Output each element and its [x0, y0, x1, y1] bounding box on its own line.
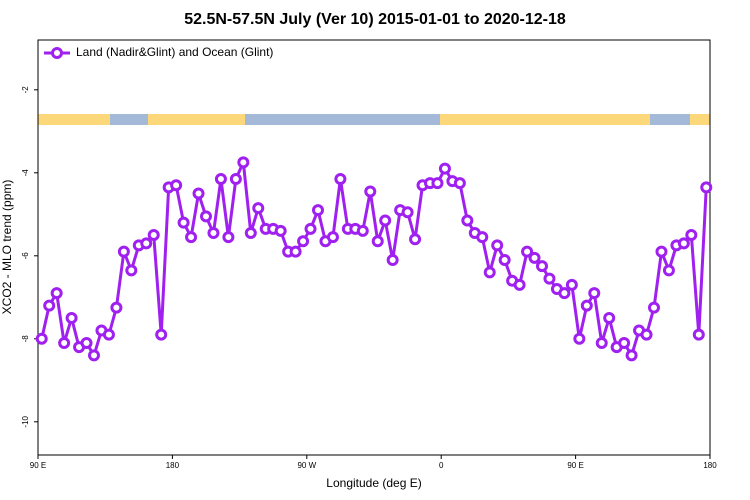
- data-point: [491, 239, 504, 252]
- data-point: [364, 185, 377, 198]
- data-point: [662, 264, 675, 277]
- data-point: [58, 336, 71, 349]
- data-point: [595, 336, 608, 349]
- data-point: [229, 173, 242, 186]
- data-point: [192, 187, 205, 200]
- data-point: [334, 173, 347, 186]
- data-point: [147, 229, 160, 242]
- data-point: [625, 349, 638, 362]
- data-point: [222, 231, 235, 244]
- y-tick-label: -2: [21, 86, 30, 94]
- data-point: [483, 266, 496, 279]
- data-point: [237, 156, 250, 169]
- data-point: [528, 251, 541, 264]
- data-point: [573, 332, 586, 345]
- chart-title: 52.5N-57.5N July (Ver 10) 2015-01-01 to …: [184, 11, 566, 28]
- data-point: [558, 287, 571, 300]
- data-point: [513, 278, 526, 291]
- data-point: [110, 301, 123, 314]
- data-point: [692, 328, 705, 341]
- data-point: [88, 349, 100, 362]
- x-tick-label: 90 E: [30, 461, 46, 470]
- data-point: [618, 336, 631, 349]
- data-point: [80, 336, 93, 349]
- data-point: [655, 245, 668, 258]
- data-point: [580, 299, 593, 312]
- data-point: [588, 287, 601, 300]
- data-point: [453, 177, 466, 190]
- x-axis-label: Longitude (deg E): [326, 476, 421, 490]
- y-tick-label: -10: [21, 415, 30, 427]
- data-point: [700, 181, 713, 194]
- ocean-strip: [110, 114, 148, 125]
- data-point: [543, 272, 556, 285]
- legend-label: Land (Nadir&Glint) and Ocean (Glint): [76, 45, 273, 59]
- data-point: [326, 231, 339, 244]
- data-point: [409, 233, 422, 246]
- data-point: [170, 179, 183, 192]
- x-tick-label: 180: [703, 461, 717, 470]
- data-point: [386, 253, 399, 266]
- data-point: [565, 278, 578, 291]
- data-point: [297, 235, 310, 248]
- data-point: [177, 216, 190, 229]
- data-point: [207, 226, 220, 239]
- y-tick-label: -6: [21, 252, 30, 260]
- data-point: [312, 204, 324, 217]
- data-point: [371, 235, 384, 248]
- data-point: [356, 224, 369, 237]
- legend-marker: [51, 47, 63, 59]
- land-ocean-strip: [38, 114, 710, 125]
- data-point: [35, 332, 48, 345]
- ocean-strip: [245, 114, 440, 125]
- data-point: [50, 287, 63, 300]
- data-point: [155, 328, 168, 341]
- data-point: [498, 253, 511, 266]
- x-tick-label: 90 E: [567, 461, 583, 470]
- data-point: [117, 245, 130, 258]
- data-point: [603, 312, 616, 325]
- data-point: [289, 245, 302, 258]
- data-point: [252, 202, 265, 215]
- data-point: [438, 162, 451, 175]
- x-tick-label: 0: [439, 461, 444, 470]
- plot-frame: [37, 39, 711, 456]
- data-point: [401, 206, 414, 219]
- data-point: [476, 231, 489, 244]
- data-point: [431, 177, 444, 190]
- y-axis-label: XCO2 - MLO trend (ppm): [0, 180, 14, 315]
- x-tick-label: 90 W: [297, 461, 316, 470]
- ocean-strip: [650, 114, 690, 125]
- legend: Land (Nadir&Glint) and Ocean (Glint): [44, 45, 273, 59]
- data-point: [685, 229, 698, 242]
- data-point: [274, 224, 287, 237]
- data-point: [521, 245, 534, 258]
- data-point: [140, 237, 153, 250]
- data-point: [640, 328, 653, 341]
- data-point: [648, 301, 660, 314]
- y-tick-label: -4: [21, 169, 30, 177]
- data-point: [200, 210, 212, 223]
- x-tick-label: 180: [166, 461, 180, 470]
- data-point: [304, 222, 317, 235]
- data-point: [43, 299, 56, 312]
- data-point: [379, 214, 392, 227]
- data-point: [677, 237, 690, 250]
- data-point: [65, 312, 78, 325]
- y-tick-label: -8: [21, 335, 30, 343]
- data-point: [214, 173, 227, 186]
- data-point: [244, 226, 257, 239]
- data-point: [102, 328, 115, 341]
- data-point: [185, 231, 198, 244]
- data-point: [536, 260, 548, 273]
- data-point: [125, 264, 138, 277]
- data-point: [461, 214, 474, 227]
